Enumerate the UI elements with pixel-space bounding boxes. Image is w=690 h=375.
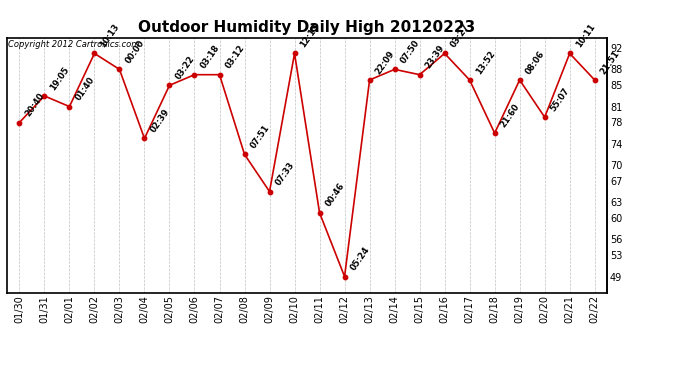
Point — [64, 104, 75, 110]
Text: 07:50: 07:50 — [399, 38, 422, 65]
Text: 10:13: 10:13 — [99, 22, 121, 49]
Text: 03:12: 03:12 — [224, 44, 246, 70]
Point — [114, 66, 125, 72]
Point — [39, 93, 50, 99]
Text: 08:06: 08:06 — [524, 49, 546, 76]
Text: 07:33: 07:33 — [274, 160, 296, 188]
Text: 05:24: 05:24 — [348, 245, 371, 272]
Point — [464, 77, 475, 83]
Text: 10:11: 10:11 — [574, 22, 597, 49]
Point — [489, 130, 500, 136]
Text: 20:40: 20:40 — [23, 92, 46, 118]
Point — [189, 72, 200, 78]
Point — [89, 51, 100, 57]
Point — [139, 135, 150, 141]
Text: 01:40: 01:40 — [74, 75, 96, 102]
Point — [539, 114, 550, 120]
Text: 02:39: 02:39 — [148, 107, 171, 134]
Text: 12:13: 12:13 — [299, 22, 322, 49]
Text: 13:52: 13:52 — [474, 49, 497, 76]
Point — [439, 51, 450, 57]
Point — [514, 77, 525, 83]
Point — [414, 72, 425, 78]
Point — [389, 66, 400, 72]
Point — [339, 274, 350, 280]
Text: 23:39: 23:39 — [424, 44, 446, 70]
Text: 22:09: 22:09 — [374, 49, 396, 76]
Point — [589, 77, 600, 83]
Point — [164, 82, 175, 88]
Text: 00:00: 00:00 — [124, 39, 146, 65]
Point — [314, 210, 325, 216]
Point — [214, 72, 225, 78]
Text: 19:05: 19:05 — [48, 65, 71, 92]
Text: 07:51: 07:51 — [248, 123, 271, 150]
Text: 03:27: 03:27 — [448, 22, 471, 49]
Text: 00:46: 00:46 — [324, 182, 346, 209]
Title: Outdoor Humidity Daily High 20120223: Outdoor Humidity Daily High 20120223 — [139, 20, 475, 35]
Text: 03:18: 03:18 — [199, 44, 221, 70]
Point — [289, 51, 300, 57]
Text: 55:07: 55:07 — [549, 86, 571, 113]
Text: 21:60: 21:60 — [499, 102, 522, 129]
Point — [264, 189, 275, 195]
Text: Copyright 2012 Cartronics.com: Copyright 2012 Cartronics.com — [8, 40, 139, 49]
Text: 21:51: 21:51 — [599, 49, 622, 76]
Point — [14, 120, 25, 126]
Point — [364, 77, 375, 83]
Text: 03:22: 03:22 — [174, 54, 196, 81]
Point — [239, 152, 250, 157]
Point — [564, 51, 575, 57]
